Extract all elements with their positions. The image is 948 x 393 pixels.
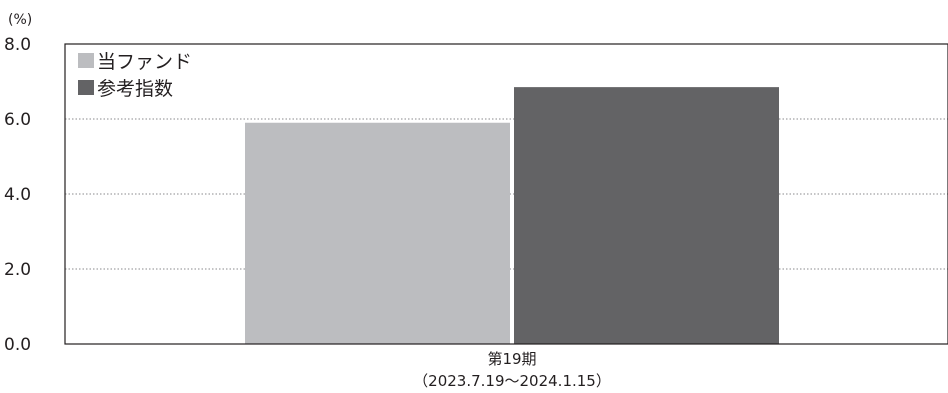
legend-swatch-fund <box>78 53 94 68</box>
legend-label-fund: 当ファンド <box>97 51 192 73</box>
bar-benchmark <box>514 87 779 344</box>
y-tick-label: 2.0 <box>4 260 31 280</box>
x-axis-category: 第19期 （2023.7.19～2024.1.15） <box>413 350 611 390</box>
legend: 当ファンド 参考指数 <box>78 51 192 100</box>
y-axis-ticks: 8.0 6.0 4.0 2.0 0.0 <box>4 35 31 355</box>
y-tick-label: 8.0 <box>4 35 31 55</box>
category-label: 第19期 <box>487 350 536 368</box>
y-unit-label: (%) <box>8 12 32 28</box>
bar-fund <box>245 122 510 344</box>
y-tick-label: 0.0 <box>4 335 31 355</box>
plot-frame <box>64 43 948 345</box>
legend-label-benchmark: 参考指数 <box>97 78 173 100</box>
category-period-label: （2023.7.19～2024.1.15） <box>413 372 611 390</box>
legend-swatch-benchmark <box>78 80 94 95</box>
y-tick-label: 6.0 <box>4 110 31 130</box>
y-tick-label: 4.0 <box>4 185 31 205</box>
bars <box>245 87 779 344</box>
